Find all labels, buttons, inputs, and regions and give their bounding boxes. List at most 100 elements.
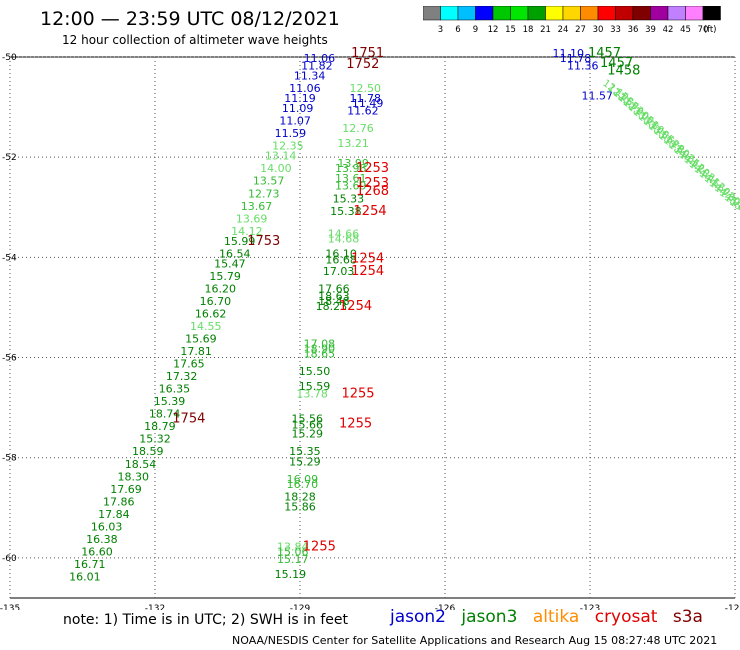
swh-observation: 15.56 <box>292 413 324 426</box>
swh-observation: 16.01 <box>69 570 101 583</box>
swh-observation: 11.19 <box>284 92 316 105</box>
satellite-cryosat: cryosat <box>594 607 658 627</box>
wave-height-map: -50 -52 -54 -56 -58 -60 -135 -132 -129 -126 -123 -1… <box>0 46 740 610</box>
lat-tick-label: -50 <box>2 53 17 63</box>
lon-tick-label: -126 <box>435 604 456 610</box>
scale-label: 9 <box>473 25 478 35</box>
swh-observation: 16.62 <box>195 307 227 320</box>
swh-observation: 11.78 <box>560 52 592 65</box>
swh-observation: 15.38 <box>330 205 362 218</box>
swh-observation: 13.57 <box>253 175 285 188</box>
satellite-legend: jason2 jason3 altika cryosat s3a <box>390 607 713 627</box>
swh-observation: 18.79 <box>144 420 176 433</box>
swh-observation: 13.21 <box>337 137 369 150</box>
scale-label: 70 <box>698 25 709 35</box>
color-scale-legend: 3 6 9 12 15 18 21 24 27 30 33 36 39 42 45 70(ft) <box>423 6 721 35</box>
swh-observation: 16.35 <box>159 383 191 396</box>
pass-time-label: 1254 <box>339 299 372 314</box>
pass-time-label: 1754 <box>172 412 205 427</box>
swh-observation: 15.19 <box>275 568 307 581</box>
pass-time-label: 1255 <box>303 539 336 554</box>
swh-observation: 15.06 <box>277 545 309 558</box>
swh-observation: 17.84 <box>98 508 130 521</box>
swh-observation: 18.48 <box>318 295 350 308</box>
swh-observation: 15.29 <box>292 428 324 441</box>
swh-observation: 18.74 <box>149 408 181 421</box>
swh-observation: 14.66 <box>328 227 360 240</box>
scale-label: 33 <box>610 25 621 35</box>
swh-observation: 11.06 <box>289 82 321 95</box>
satellite-jason3: jason3 <box>461 607 518 627</box>
swh-observation: 13.14 <box>265 150 297 163</box>
swh-observation: 15.69 <box>185 333 217 346</box>
pass-time-label: 1253 <box>356 161 389 176</box>
scale-unit: (ft) <box>704 25 717 35</box>
swh-observation: 11.36 <box>567 60 599 73</box>
scale-label: 42 <box>663 25 674 35</box>
satellite-altika: altika <box>532 607 580 627</box>
pass-time-label: 1254 <box>351 264 384 279</box>
credit-line: NOAA/NESDIS Center for Satellite Applica… <box>232 634 718 647</box>
swh-observation: 15.33 <box>333 192 365 205</box>
scale-label: 21 <box>540 25 551 35</box>
scale-label: 30 <box>593 25 604 35</box>
scale-label: 45 <box>680 25 691 35</box>
swh-observation: 15.17 <box>277 553 309 566</box>
map-title: 12:00 — 23:59 UTC 08/12/2021 <box>40 8 340 30</box>
swh-observation: 13.61 <box>335 172 367 185</box>
swh-observation: 15.50 <box>299 365 331 378</box>
lat-tick-label: -54 <box>2 253 17 263</box>
pass-time-label: 1457 <box>588 46 621 61</box>
scale-label: 12 <box>488 25 499 35</box>
scale-label: 6 <box>455 25 460 35</box>
pass-time-label: 1753 <box>247 234 280 249</box>
color-swatch <box>702 6 721 21</box>
swh-observation: 13.99 <box>337 157 369 170</box>
swh-observation: 18.23 <box>316 300 348 313</box>
pass-time-label: 1253 <box>356 176 389 191</box>
scale-label: 36 <box>628 25 639 35</box>
pass-time-label: 1255 <box>341 387 374 402</box>
pass-time-label: 1255 <box>339 417 372 432</box>
scale-label: 18 <box>523 25 534 35</box>
satellite-s3a: s3a <box>672 607 703 627</box>
swh-observation: 18.28 <box>284 490 316 503</box>
swh-observation: 15.29 <box>289 455 321 468</box>
lon-tick-label: -120 <box>725 604 740 610</box>
swh-observation: 14.12 <box>231 225 263 238</box>
lat-tick-label: -52 <box>2 153 17 163</box>
swh-observation: 11.62 <box>347 105 379 118</box>
scale-label: 39 <box>645 25 656 35</box>
lon-tick-label: -132 <box>145 604 165 610</box>
lat-tick-label: -56 <box>2 354 17 364</box>
swh-observation: 14.68 <box>328 232 360 245</box>
swh-observation: 13.69 <box>335 180 367 193</box>
lon-tick-label: -123 <box>580 604 600 610</box>
swh-observation: 14.55 <box>190 320 222 333</box>
swh-observation: 18.63 <box>318 290 350 303</box>
scale-label: 27 <box>575 25 586 35</box>
swh-observation: 11.06 <box>304 52 336 65</box>
swh-observation: 12.50 <box>350 82 382 95</box>
swh-observation: 15.66 <box>292 419 324 432</box>
swh-observation: 11.49 <box>352 97 384 110</box>
pass-time-label: 1752 <box>346 57 379 72</box>
swh-observation: 16.70 <box>287 478 319 491</box>
swh-observation: 17.69 <box>110 483 142 496</box>
swh-observation: 18.65 <box>304 348 336 361</box>
lat-tick-label: -60 <box>2 554 17 564</box>
lat-tick-label: -58 <box>2 454 17 464</box>
swh-observation: 16.71 <box>74 558 106 571</box>
swh-observation: 16.68 <box>325 253 357 266</box>
swh-observation: 16.20 <box>205 282 237 295</box>
swh-observation: 17.66 <box>318 282 350 295</box>
swh-observation: 17.08 <box>304 338 336 351</box>
swh-observation: 15.59 <box>299 380 331 393</box>
swh-observation: 15.99 <box>224 235 256 248</box>
scale-label: 24 <box>558 25 569 35</box>
pass-time-label: 1268 <box>356 184 389 199</box>
swh-observation: 16.10 <box>325 247 357 260</box>
swh-observation: 13.69 <box>236 212 268 225</box>
swh-observation: 18.54 <box>125 458 157 471</box>
satellite-jason2: jason2 <box>390 607 446 627</box>
